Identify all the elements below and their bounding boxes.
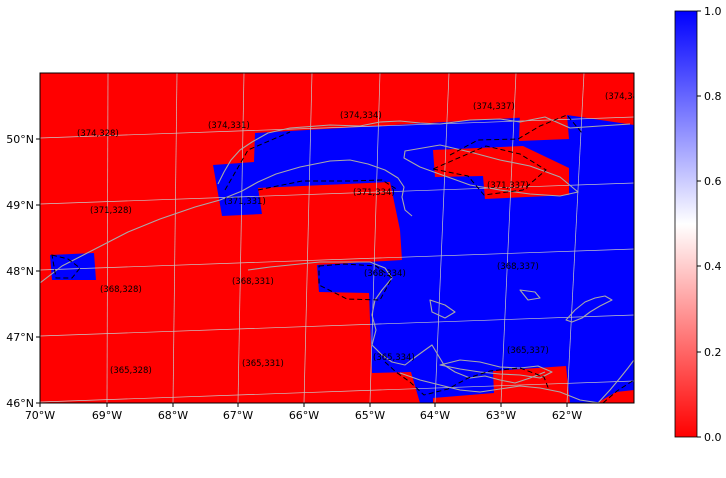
lon-tick-label: 67°W [223,409,253,422]
tile-outlines [51,114,634,403]
map-frame [39,72,635,404]
tile-outline-cape-breton [602,379,634,403]
lon-tick-label: 63°W [486,409,516,422]
tile-label: (368,334) [364,269,406,279]
coastline-newfoundland [565,295,613,323]
tile-label: (368,328) [100,285,142,295]
tile-label: (365,334) [373,353,415,363]
lon-tick-label: 68°W [158,409,188,422]
coastline-north-shore [40,159,413,284]
tile-label: (371,337) [487,181,529,191]
tile-label: (374,331) [208,121,250,131]
lon-axis: 70°W 69°W 68°W 67°W 66°W 65°W 64°W 63°W … [25,403,582,422]
colorbar-tick-label: 1.0 [704,5,722,18]
graticule [40,73,634,403]
lat-tick-label: 48°N [6,265,34,278]
coastline-upper-shore [217,116,631,185]
lat-tick-label: 49°N [6,199,34,212]
coastline-nova-scotia [399,372,601,403]
tile-label: (371,331) [224,197,266,207]
coastline-anticosti [403,144,579,197]
tile-outline-371-337 [431,145,547,196]
lon-tick-label: 70°W [25,409,55,422]
tile-outline-west-patch [51,254,81,279]
tile-label: (365,331) [242,359,284,369]
tile-outline-368-334 [318,263,393,301]
tile-label: (374,337) [473,102,515,112]
map-panel: (374,328) (374,331) (374,334) (374,337) … [6,72,647,422]
tile-label: (371,328) [90,206,132,216]
lon-tick-label: 65°W [355,409,385,422]
colorbar-tick-label: 0.8 [704,90,722,103]
coastline-islands [429,289,541,319]
lon-tick-label: 62°W [552,409,582,422]
tile-label: (368,331) [232,277,274,287]
tile-labels: (374,328) (374,331) (374,334) (374,337) … [77,92,647,376]
blue-region-west-patch [50,253,96,280]
colorbar-tick-label: 0.4 [704,260,722,273]
lon-tick-label: 64°W [420,409,450,422]
coastline-gaspe-south [247,261,546,384]
colorbar: 0.0 0.2 0.4 0.6 0.8 1.0 [674,5,722,444]
tile-label: (368,337) [497,262,539,272]
tile-outline-371-334 [257,179,399,191]
tile-outline-365-334 [384,361,550,396]
tile-label: (371,334) [353,188,395,198]
colorbar-tick-label: 0.2 [704,346,722,359]
lat-tick-label: 46°N [6,397,34,410]
lon-tick-label: 69°W [92,409,122,422]
lat-axis: 46°N 47°N 48°N 49°N 50°N [6,133,40,410]
colorbar-tick-label: 0.0 [704,431,722,444]
tile-outline-374-331 [224,131,291,191]
tile-label: (365,337) [507,346,549,356]
lat-tick-label: 47°N [6,331,34,344]
tile-label: (374,334) [340,111,382,121]
colorbar-gradient [674,10,698,438]
lat-tick-label: 50°N [6,133,34,146]
red-region-anticosti [433,146,569,199]
tile-label: (374,328) [77,129,119,139]
lon-tick-label: 66°W [289,409,319,422]
tile-label: (365,328) [110,366,152,376]
colorbar-tick-label: 0.6 [704,175,722,188]
coastline-pei [439,359,553,379]
coastlines [40,116,634,403]
tile-outline-374-337 [449,114,583,156]
coastline-cape-breton [597,359,634,403]
tile-label: (374,340) [605,92,647,102]
